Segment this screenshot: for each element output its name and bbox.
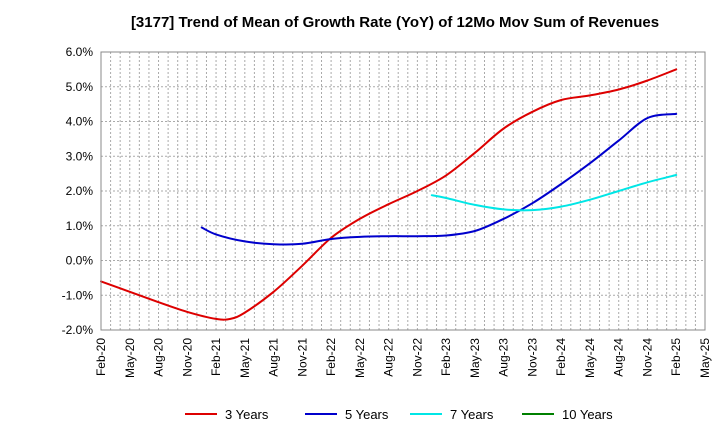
x-tick-label: Feb-24 <box>554 338 568 376</box>
y-tick-label: 4.0% <box>66 115 94 129</box>
y-tick-label: 0.0% <box>66 254 94 268</box>
x-tick-label: May-23 <box>468 338 482 378</box>
x-tick-label: Feb-22 <box>324 338 338 376</box>
x-axis-ticks: Feb-20 May-20 Aug-20 Nov-20 Feb-21 May-21 Aug-… <box>94 338 712 378</box>
series-line-3-years <box>100 68 678 321</box>
grid <box>101 52 705 330</box>
x-tick-label: May-24 <box>583 338 597 378</box>
legend-label-5-years: 5 Years <box>345 407 389 422</box>
x-tick-label: Feb-20 <box>94 338 108 376</box>
x-tick-label: May-20 <box>123 338 137 378</box>
y-axis-ticks: -2.0% -1.0% 0.0% 1.0% 2.0% 3.0% 4.0% 5.0% 6.0% <box>62 45 94 337</box>
x-tick-label: May-21 <box>238 338 252 378</box>
x-tick-label: Feb-21 <box>209 338 223 376</box>
x-tick-label: Nov-22 <box>410 338 424 377</box>
series-line-5-years <box>200 112 678 246</box>
legend-label-7-years: 7 Years <box>450 407 494 422</box>
legend-label-10-years: 10 Years <box>562 407 613 422</box>
y-tick-label: 5.0% <box>66 80 94 94</box>
x-tick-label: May-25 <box>698 338 712 378</box>
x-tick-label: Aug-21 <box>267 338 281 377</box>
x-tick-label: Aug-24 <box>612 338 626 377</box>
x-tick-label: Feb-25 <box>669 338 683 376</box>
x-tick-label: Nov-20 <box>180 338 194 377</box>
legend-label-3-years: 3 Years <box>225 407 269 422</box>
x-tick-label: Aug-22 <box>382 338 396 377</box>
legend: 3 Years 5 Years 7 Years 10 Years <box>185 407 613 422</box>
y-tick-label: -2.0% <box>62 323 94 337</box>
y-tick-label: -1.0% <box>62 288 94 302</box>
chart-title: [3177] Trend of Mean of Growth Rate (YoY… <box>130 14 660 31</box>
y-tick-label: 6.0% <box>66 45 94 59</box>
x-tick-label: May-22 <box>353 338 367 378</box>
x-tick-label: Aug-23 <box>497 338 511 377</box>
x-tick-label: Nov-21 <box>295 338 309 377</box>
y-tick-label: 1.0% <box>66 219 94 233</box>
x-tick-label: Nov-24 <box>640 338 654 377</box>
x-tick-label: Feb-23 <box>439 338 453 376</box>
plot-area-frame <box>100 51 706 331</box>
series-lines <box>100 68 678 321</box>
x-tick-label: Nov-23 <box>525 338 539 377</box>
x-tick-label: Aug-20 <box>152 338 166 377</box>
series-line-7-years <box>430 174 678 212</box>
y-tick-label: 2.0% <box>66 184 94 198</box>
y-tick-label: 3.0% <box>66 149 94 163</box>
